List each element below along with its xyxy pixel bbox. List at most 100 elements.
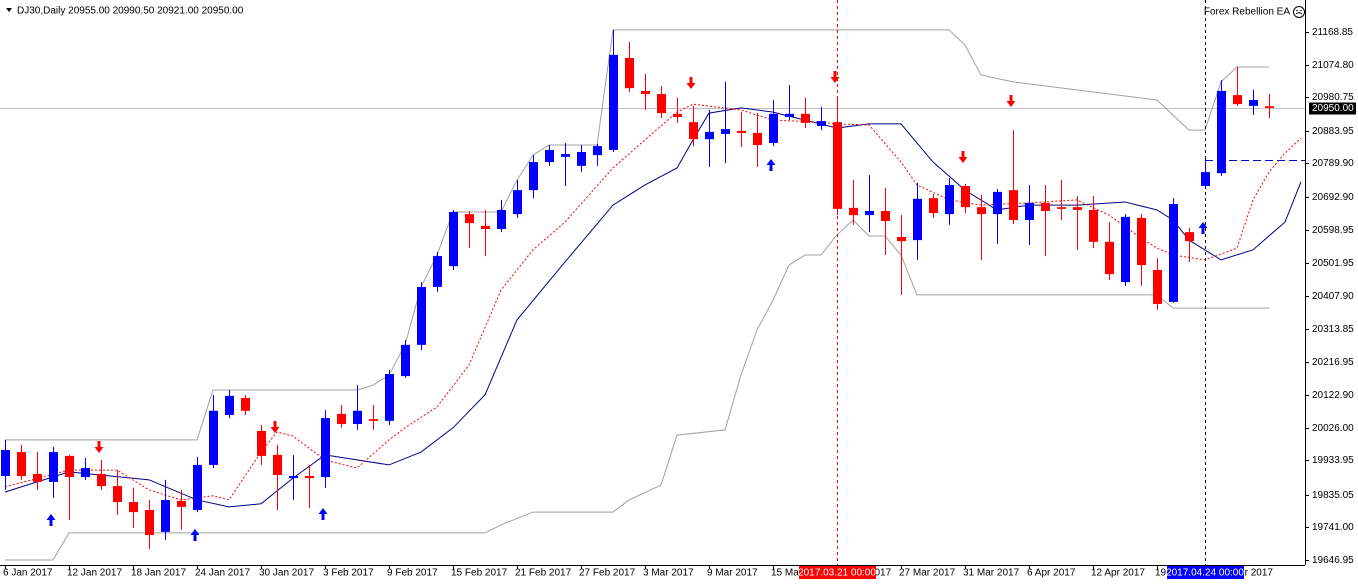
buy-arrow xyxy=(1198,222,1208,234)
chart-title: DJ30,Daily 20955.00 20990.50 20921.00 20… xyxy=(17,6,244,17)
candle-body xyxy=(1265,106,1274,108)
candle-body xyxy=(209,410,218,465)
x-tick-label: 9 Feb 2017 xyxy=(387,568,438,579)
candle-body xyxy=(97,473,106,487)
buy-arrow xyxy=(190,529,200,541)
y-tick-label: 20883.95 xyxy=(1312,126,1354,137)
candle-body xyxy=(241,397,250,411)
candle-body xyxy=(417,286,426,345)
x-tick-label: 24 Jan 2017 xyxy=(195,568,250,579)
candle-body xyxy=(65,455,74,478)
sell-arrow xyxy=(94,441,104,453)
candle-body xyxy=(609,54,618,150)
candle-body xyxy=(193,464,202,511)
candle-body xyxy=(1,449,10,477)
buy-arrow xyxy=(318,508,328,520)
y-tick-label: 19835.05 xyxy=(1312,490,1354,501)
candle-body xyxy=(273,454,282,475)
y-tick-label: 20122.90 xyxy=(1312,390,1354,401)
candle-body xyxy=(1025,202,1034,220)
candle-body xyxy=(1105,241,1114,275)
y-tick-label: 21074.80 xyxy=(1312,60,1354,71)
candle-body xyxy=(673,113,682,117)
x-tick-label: 9 Mar 2017 xyxy=(707,568,758,579)
candle-body xyxy=(113,486,122,503)
candle-body xyxy=(993,191,1002,215)
price-box xyxy=(1309,102,1356,115)
time-marker-label: 2017.04.24 00:00 xyxy=(1166,568,1244,579)
x-tick-label: 6 Apr 2017 xyxy=(1027,568,1076,579)
candle-body xyxy=(513,190,522,215)
candle-body xyxy=(465,214,474,224)
indicator-line xyxy=(5,29,1269,441)
x-tick-label: 27 Mar 2017 xyxy=(899,568,956,579)
candle-body xyxy=(545,149,554,163)
candle-body xyxy=(577,151,586,166)
candle-body xyxy=(1089,209,1098,242)
sell-arrow xyxy=(686,77,696,89)
candle-body xyxy=(561,154,570,157)
y-tick-label: 21168.85 xyxy=(1312,27,1353,38)
candle-body xyxy=(385,374,394,421)
plot-area xyxy=(0,0,1305,565)
ea-label: Forex Rebellion EA xyxy=(1204,7,1290,18)
x-tick-label: 18 Jan 2017 xyxy=(131,568,186,579)
candle-body xyxy=(401,344,410,377)
candle-body xyxy=(865,210,874,216)
candle-body xyxy=(369,419,378,421)
sell-arrow xyxy=(958,151,968,163)
candle-body xyxy=(769,113,778,143)
candle-body xyxy=(1121,216,1130,283)
candle-body xyxy=(945,184,954,215)
candle-body xyxy=(929,198,938,214)
candle-body xyxy=(721,129,730,134)
indicator-line xyxy=(5,219,1269,561)
y-tick-label: 19646.95 xyxy=(1312,555,1354,566)
x-tick-label: 25 Apr 2017 xyxy=(1219,568,1273,579)
x-tick-label: 31 Mar 2017 xyxy=(963,568,1020,579)
candle-body xyxy=(497,209,506,230)
x-tick-label: 15 Feb 2017 xyxy=(451,568,508,579)
candle-body xyxy=(529,162,538,191)
candle-body xyxy=(897,236,906,242)
x-tick-label: 27 Feb 2017 xyxy=(579,568,636,579)
y-tick-label: 19741.00 xyxy=(1312,522,1354,533)
candle-body xyxy=(337,413,346,424)
candle-body xyxy=(849,207,858,216)
candle-body xyxy=(641,90,650,95)
candle-body xyxy=(1185,232,1194,242)
candle-body xyxy=(913,198,922,241)
candle-body xyxy=(817,121,826,126)
candle-body xyxy=(145,510,154,535)
candle-body xyxy=(433,256,442,287)
candle-body xyxy=(449,212,458,267)
y-tick-label: 20598.95 xyxy=(1312,225,1354,236)
candle-body xyxy=(257,430,266,456)
sell-arrow xyxy=(270,421,280,433)
candle-body xyxy=(177,500,186,507)
candle-body xyxy=(785,113,794,117)
y-tick-label: 20313.85 xyxy=(1312,324,1354,335)
candle-body xyxy=(1249,99,1258,106)
candle-body xyxy=(1233,95,1242,105)
y-tick-label: 20980.75 xyxy=(1312,92,1354,103)
candle-body xyxy=(481,225,490,230)
candle-body xyxy=(801,113,810,123)
candle-body xyxy=(833,122,842,209)
candle-body xyxy=(705,131,714,140)
candle-body xyxy=(753,132,762,146)
candle-body xyxy=(33,473,42,482)
candle-body xyxy=(961,185,970,208)
candle-body xyxy=(1073,207,1082,210)
candle-body xyxy=(625,57,634,89)
price-box-label: 20950.00 xyxy=(1312,103,1354,114)
sell-arrow xyxy=(1006,95,1016,107)
candle-body xyxy=(129,502,138,513)
candle-body xyxy=(49,452,58,482)
candle-body xyxy=(225,395,234,415)
x-tick-label: 3 Feb 2017 xyxy=(323,568,374,579)
x-tick-label: 3 Mar 2017 xyxy=(643,568,694,579)
x-tick-label: 21 Feb 2017 xyxy=(515,568,572,579)
